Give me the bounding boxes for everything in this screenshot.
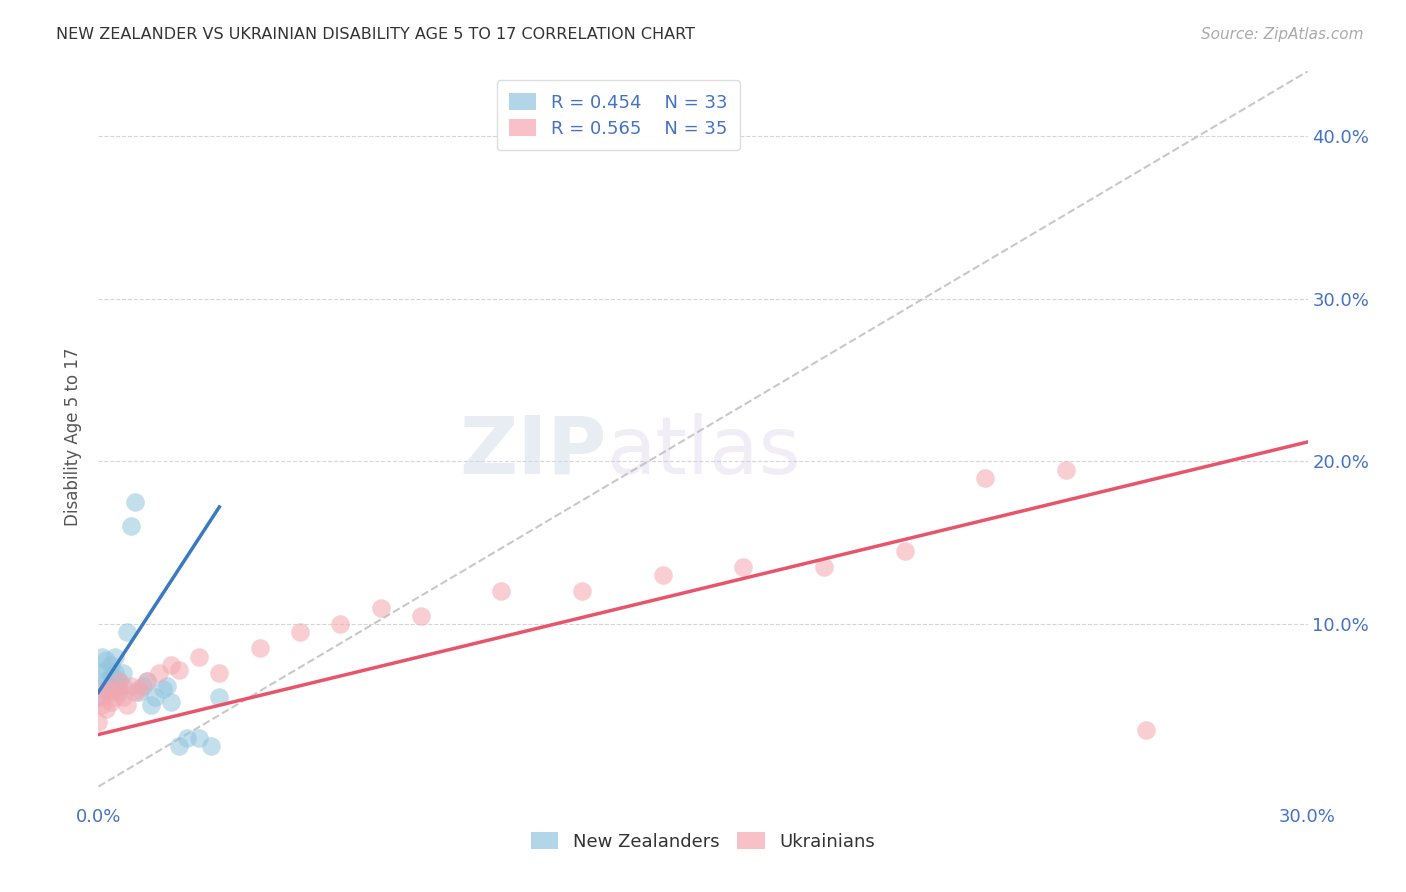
Y-axis label: Disability Age 5 to 17: Disability Age 5 to 17 <box>65 348 83 526</box>
Point <box>651 568 673 582</box>
Point <box>87 714 110 729</box>
Point <box>100 657 122 672</box>
Point <box>111 665 134 680</box>
Point <box>91 649 114 664</box>
Point <box>107 685 129 699</box>
Point <box>87 690 110 705</box>
Point <box>1054 462 1077 476</box>
Point <box>100 681 122 696</box>
Point <box>103 690 125 705</box>
Point <box>96 701 118 715</box>
Point <box>128 685 150 699</box>
Point <box>491 584 513 599</box>
Point <box>135 673 157 688</box>
Legend: New Zealanders, Ukrainians: New Zealanders, Ukrainians <box>522 822 884 860</box>
Point <box>91 665 114 680</box>
Point <box>132 679 155 693</box>
Point <box>167 739 190 753</box>
Point <box>135 673 157 688</box>
Point <box>100 695 122 709</box>
Point <box>571 584 593 599</box>
Point <box>176 731 198 745</box>
Point <box>115 625 138 640</box>
Point <box>107 673 129 688</box>
Point <box>107 673 129 688</box>
Point <box>152 681 174 696</box>
Point <box>733 560 755 574</box>
Point <box>160 695 183 709</box>
Point <box>100 669 122 683</box>
Point <box>96 653 118 667</box>
Text: atlas: atlas <box>606 413 800 491</box>
Point <box>288 625 311 640</box>
Point <box>200 739 222 753</box>
Point <box>167 663 190 677</box>
Point <box>91 690 114 705</box>
Point <box>124 495 146 509</box>
Point <box>103 649 125 664</box>
Point <box>111 679 134 693</box>
Point <box>120 679 142 693</box>
Text: NEW ZEALANDER VS UKRAINIAN DISABILITY AGE 5 TO 17 CORRELATION CHART: NEW ZEALANDER VS UKRAINIAN DISABILITY AG… <box>56 27 695 42</box>
Point <box>188 649 211 664</box>
Point <box>139 698 162 713</box>
Point <box>115 698 138 713</box>
Point <box>111 690 134 705</box>
Point <box>156 679 179 693</box>
Point <box>124 685 146 699</box>
Point <box>143 690 166 705</box>
Point <box>370 600 392 615</box>
Point <box>188 731 211 745</box>
Point <box>160 657 183 672</box>
Text: ZIP: ZIP <box>458 413 606 491</box>
Text: Source: ZipAtlas.com: Source: ZipAtlas.com <box>1201 27 1364 42</box>
Point <box>96 681 118 696</box>
Point <box>329 617 352 632</box>
Point <box>120 519 142 533</box>
Point <box>96 673 118 688</box>
Point <box>249 641 271 656</box>
Point <box>128 681 150 696</box>
Point <box>974 471 997 485</box>
Point <box>91 681 114 696</box>
Point <box>409 608 432 623</box>
Point <box>96 663 118 677</box>
Point <box>107 681 129 696</box>
Point <box>1135 723 1157 737</box>
Point <box>208 690 231 705</box>
Point <box>103 679 125 693</box>
Point <box>208 665 231 680</box>
Point <box>100 685 122 699</box>
Point <box>148 665 170 680</box>
Point <box>813 560 835 574</box>
Point <box>103 665 125 680</box>
Point <box>91 698 114 713</box>
Point <box>893 544 915 558</box>
